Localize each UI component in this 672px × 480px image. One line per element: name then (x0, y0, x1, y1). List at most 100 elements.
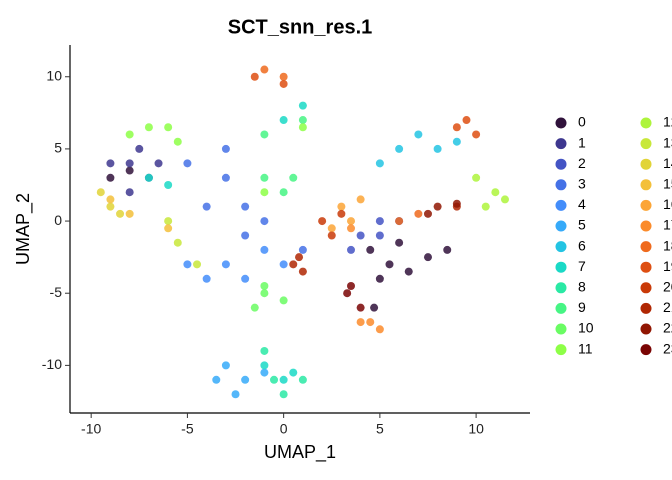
point (260, 65, 269, 74)
legend-label: 16 (663, 196, 672, 212)
point (164, 123, 173, 132)
point (106, 173, 115, 182)
legend-label: 20 (663, 279, 672, 295)
point (472, 130, 481, 139)
point (250, 72, 259, 81)
point (289, 173, 298, 182)
legend-label: 1 (578, 134, 586, 150)
point (164, 224, 173, 233)
point (116, 209, 125, 218)
x-tick-label: 5 (376, 421, 384, 437)
point (164, 217, 173, 226)
point (202, 202, 211, 211)
point (125, 130, 134, 139)
point (375, 159, 384, 168)
point (366, 318, 375, 327)
point (279, 390, 288, 399)
legend-label: 5 (578, 217, 586, 233)
point (395, 144, 404, 153)
point (327, 224, 336, 233)
point (279, 260, 288, 269)
legend-label: 10 (578, 320, 594, 336)
point (279, 72, 288, 81)
point (173, 137, 182, 146)
point (260, 289, 269, 298)
point (279, 375, 288, 384)
legend-swatch (640, 158, 652, 170)
point (472, 173, 481, 182)
legend-label: 13 (663, 134, 672, 150)
point (491, 188, 500, 197)
legend-swatch (640, 179, 652, 191)
legend-swatch (640, 199, 652, 211)
point (500, 195, 509, 204)
legend-swatch (640, 323, 652, 335)
point (125, 209, 134, 218)
legend-swatch (640, 241, 652, 253)
point (106, 202, 115, 211)
point (241, 202, 250, 211)
y-tick-label: -5 (50, 284, 63, 300)
legend-label: 11 (578, 340, 593, 356)
point (414, 209, 423, 218)
legend-label: 4 (578, 196, 586, 212)
point (385, 260, 394, 269)
legend-swatch (555, 117, 567, 129)
point (343, 289, 352, 298)
point (347, 245, 356, 254)
point (193, 260, 202, 269)
point (298, 116, 307, 125)
point (260, 361, 269, 370)
legend-swatch (640, 261, 652, 273)
point (452, 137, 461, 146)
point (375, 325, 384, 334)
legend-label: 8 (578, 279, 586, 295)
point (452, 199, 461, 208)
point (183, 159, 192, 168)
point (260, 217, 269, 226)
point (260, 130, 269, 139)
point (260, 245, 269, 254)
point (347, 217, 356, 226)
chart-title: SCT_snn_res.1 (228, 16, 373, 38)
point (289, 260, 298, 269)
legend-label: 18 (663, 237, 672, 253)
point (298, 375, 307, 384)
point (395, 217, 404, 226)
point (347, 224, 356, 233)
point (221, 173, 230, 182)
point (96, 188, 105, 197)
point (404, 267, 413, 276)
legend-label: 2 (578, 155, 586, 171)
y-tick-label: 0 (54, 212, 62, 228)
point (279, 296, 288, 305)
point (327, 231, 336, 240)
x-tick-label: -5 (181, 421, 194, 437)
legend-label: 19 (663, 258, 672, 274)
point (356, 231, 365, 240)
point (173, 238, 182, 247)
point (347, 282, 356, 291)
point (270, 375, 279, 384)
legend-swatch (555, 323, 567, 335)
point (356, 303, 365, 312)
legend-label: 9 (578, 299, 586, 315)
legend-label: 22 (663, 320, 672, 336)
point (125, 166, 134, 175)
point (144, 123, 153, 132)
point (423, 209, 432, 218)
legend-swatch (640, 220, 652, 232)
legend-swatch (555, 179, 567, 191)
point (395, 238, 404, 247)
point (356, 318, 365, 327)
point (221, 260, 230, 269)
point (260, 173, 269, 182)
y-tick-label: 5 (54, 140, 62, 156)
point (279, 79, 288, 88)
point (370, 303, 379, 312)
point (462, 116, 471, 125)
point (443, 245, 452, 254)
point (241, 231, 250, 240)
point (337, 202, 346, 211)
